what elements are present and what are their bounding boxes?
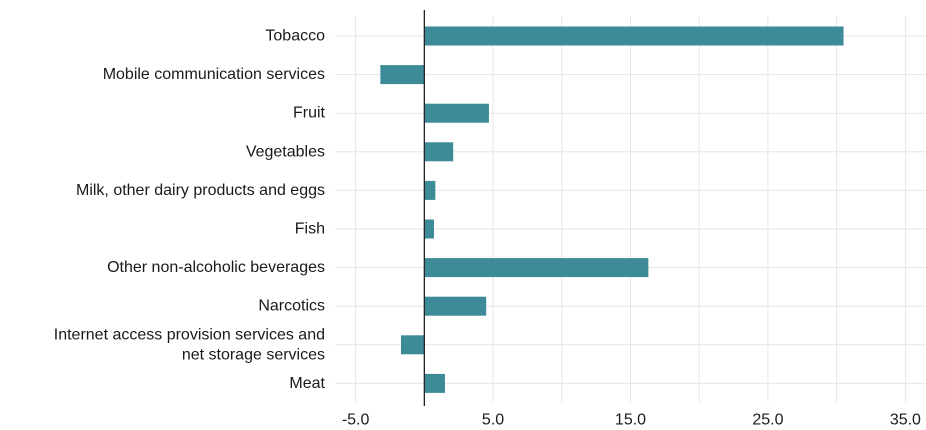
category-label: Milk, other dairy products and eggs [76,182,325,199]
x-tick-label: 25.0 [752,412,783,429]
x-tick-label: 5.0 [482,412,504,429]
bar [424,296,487,316]
bar [424,180,436,200]
vertical-gridlines [355,16,906,402]
bar [424,373,445,393]
category-label: Narcotics [258,298,325,315]
x-tick-labels: -5.0 5.0 15.0 25.0 35.0 [342,412,921,429]
x-tick-label: 15.0 [615,412,646,429]
bar [424,26,844,46]
bar [380,65,425,85]
bar [424,258,649,278]
bar [424,142,454,162]
x-tick-label: 35.0 [890,412,921,429]
category-label: Fish [295,221,325,238]
bar [424,103,489,123]
category-label: net storage services [182,346,325,363]
category-label: Meat [289,375,325,392]
category-label: Internet access provision services and [54,326,325,343]
bar [400,335,425,355]
category-label: Other non-alcoholic beverages [107,259,325,276]
category-label: Tobacco [265,28,325,45]
category-label: Vegetables [246,143,325,160]
category-labels: Tobacco Mobile communication services Frui… [54,28,326,392]
bars [380,26,844,393]
category-label: Fruit [293,105,326,122]
x-tick-label: -5.0 [342,412,370,429]
bar [424,219,434,239]
category-label: Mobile communication services [103,66,325,83]
